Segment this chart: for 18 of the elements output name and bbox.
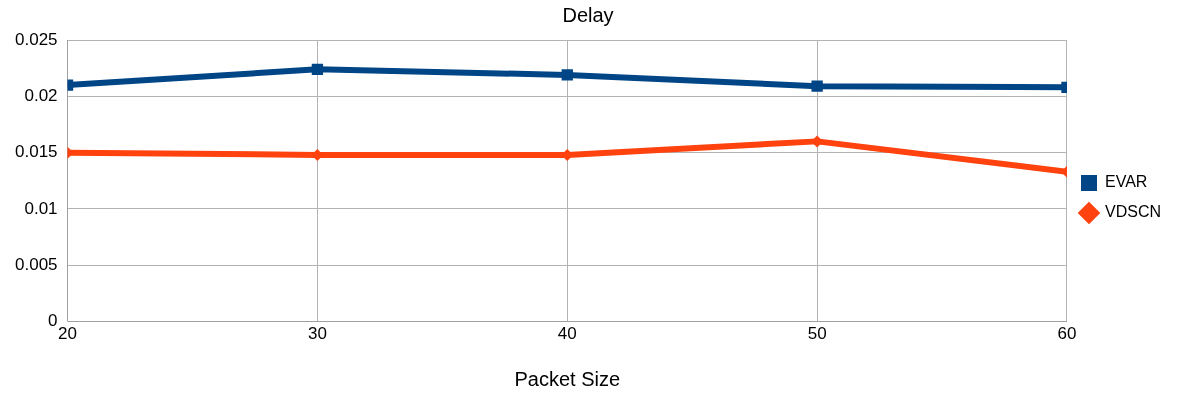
point: [811, 80, 823, 92]
legend-label: VDSCN: [1104, 203, 1162, 221]
x-axis-title: Packet Size: [514, 367, 621, 390]
x-tick-label: 20: [58, 324, 77, 344]
y-tick-label: 0.02: [24, 86, 58, 106]
y-tick-label: 0.005: [14, 254, 58, 274]
point: [561, 69, 573, 81]
x-tick-label: 60: [1057, 324, 1077, 344]
x-tick-label: 40: [557, 324, 577, 344]
legend-label: EVAR: [1104, 173, 1148, 191]
y-tick-label: 0.015: [14, 142, 58, 162]
y-tick-label: 0: [48, 311, 58, 331]
y-tick-label: 0.025: [14, 29, 58, 49]
x-tick-label: 30: [307, 324, 327, 344]
y-tick-label: 0.01: [24, 198, 58, 218]
x-tick-label: 50: [807, 324, 827, 344]
point: [311, 63, 324, 75]
chart-title: Delay: [562, 3, 614, 26]
